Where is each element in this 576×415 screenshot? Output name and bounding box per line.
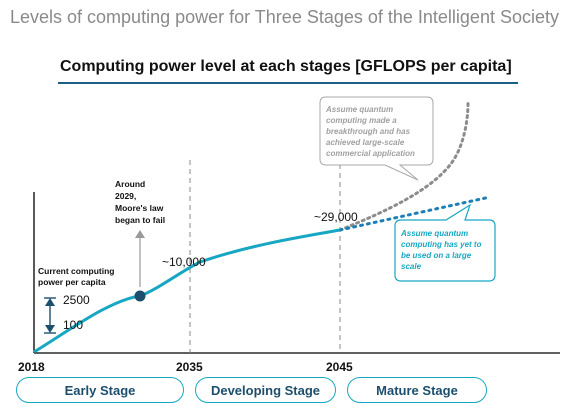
callout-not-used-text-3: be used on a large <box>401 251 472 260</box>
callout-not-used-text-1: Assume quantum <box>400 229 468 238</box>
chart-title: Computing power level at each stages [GF… <box>60 58 512 75</box>
callout-breakthrough-text-2: computing made a <box>326 116 397 125</box>
current-range-arrow-head-bottom <box>45 325 55 333</box>
annotation-moore-line2: 2029, <box>115 191 136 201</box>
callout-quantum-breakthrough <box>319 96 434 181</box>
page-title: Levels of computing power for Three Stag… <box>10 7 559 27</box>
annotation-current-label-line1: Current computing <box>38 266 115 276</box>
callout-not-used-text-2: computing has yet to <box>401 240 482 249</box>
projection-quantum-not-used <box>338 195 492 232</box>
annotation-2045-value: ~29,000 <box>314 210 358 224</box>
moore-law-point <box>134 290 146 302</box>
callout-quantum-not-used <box>394 203 496 282</box>
x-tick-label-2035: 2035 <box>176 360 203 374</box>
stage-mature: Mature Stage <box>347 377 487 403</box>
series-line <box>33 228 341 354</box>
annotation-current-low: 100 <box>63 318 83 332</box>
moore-law-pointer-head <box>135 230 145 238</box>
annotation-moore-line3: Moore's law <box>115 203 164 213</box>
stage-early: Early Stage <box>16 377 184 403</box>
title-underline <box>58 82 518 84</box>
projection-quantum-breakthrough <box>338 101 470 232</box>
callout-not-used-text-4: scale <box>401 262 422 271</box>
annotation-current-label-line2: power per capita <box>38 277 106 287</box>
callout-breakthrough-text-4: achieved large-scale <box>326 138 405 147</box>
annotation-current-high: 2500 <box>63 293 90 307</box>
current-range-arrow-head-top <box>45 298 55 306</box>
annotation-2035-value: ~10,000 <box>162 255 206 269</box>
callout-breakthrough-text-5: commercial application <box>326 149 415 158</box>
stage-developing: Developing Stage <box>195 377 336 403</box>
callout-breakthrough-text-3: breakthrough and has <box>326 127 411 136</box>
x-tick-label-2045: 2045 <box>326 360 353 374</box>
x-tick-label-2018: 2018 <box>18 360 45 374</box>
callout-breakthrough-text-1: Assume quantum <box>325 105 393 114</box>
annotation-moore-line4: began to fail <box>115 215 165 225</box>
annotation-moore-line1: Around <box>115 179 145 189</box>
